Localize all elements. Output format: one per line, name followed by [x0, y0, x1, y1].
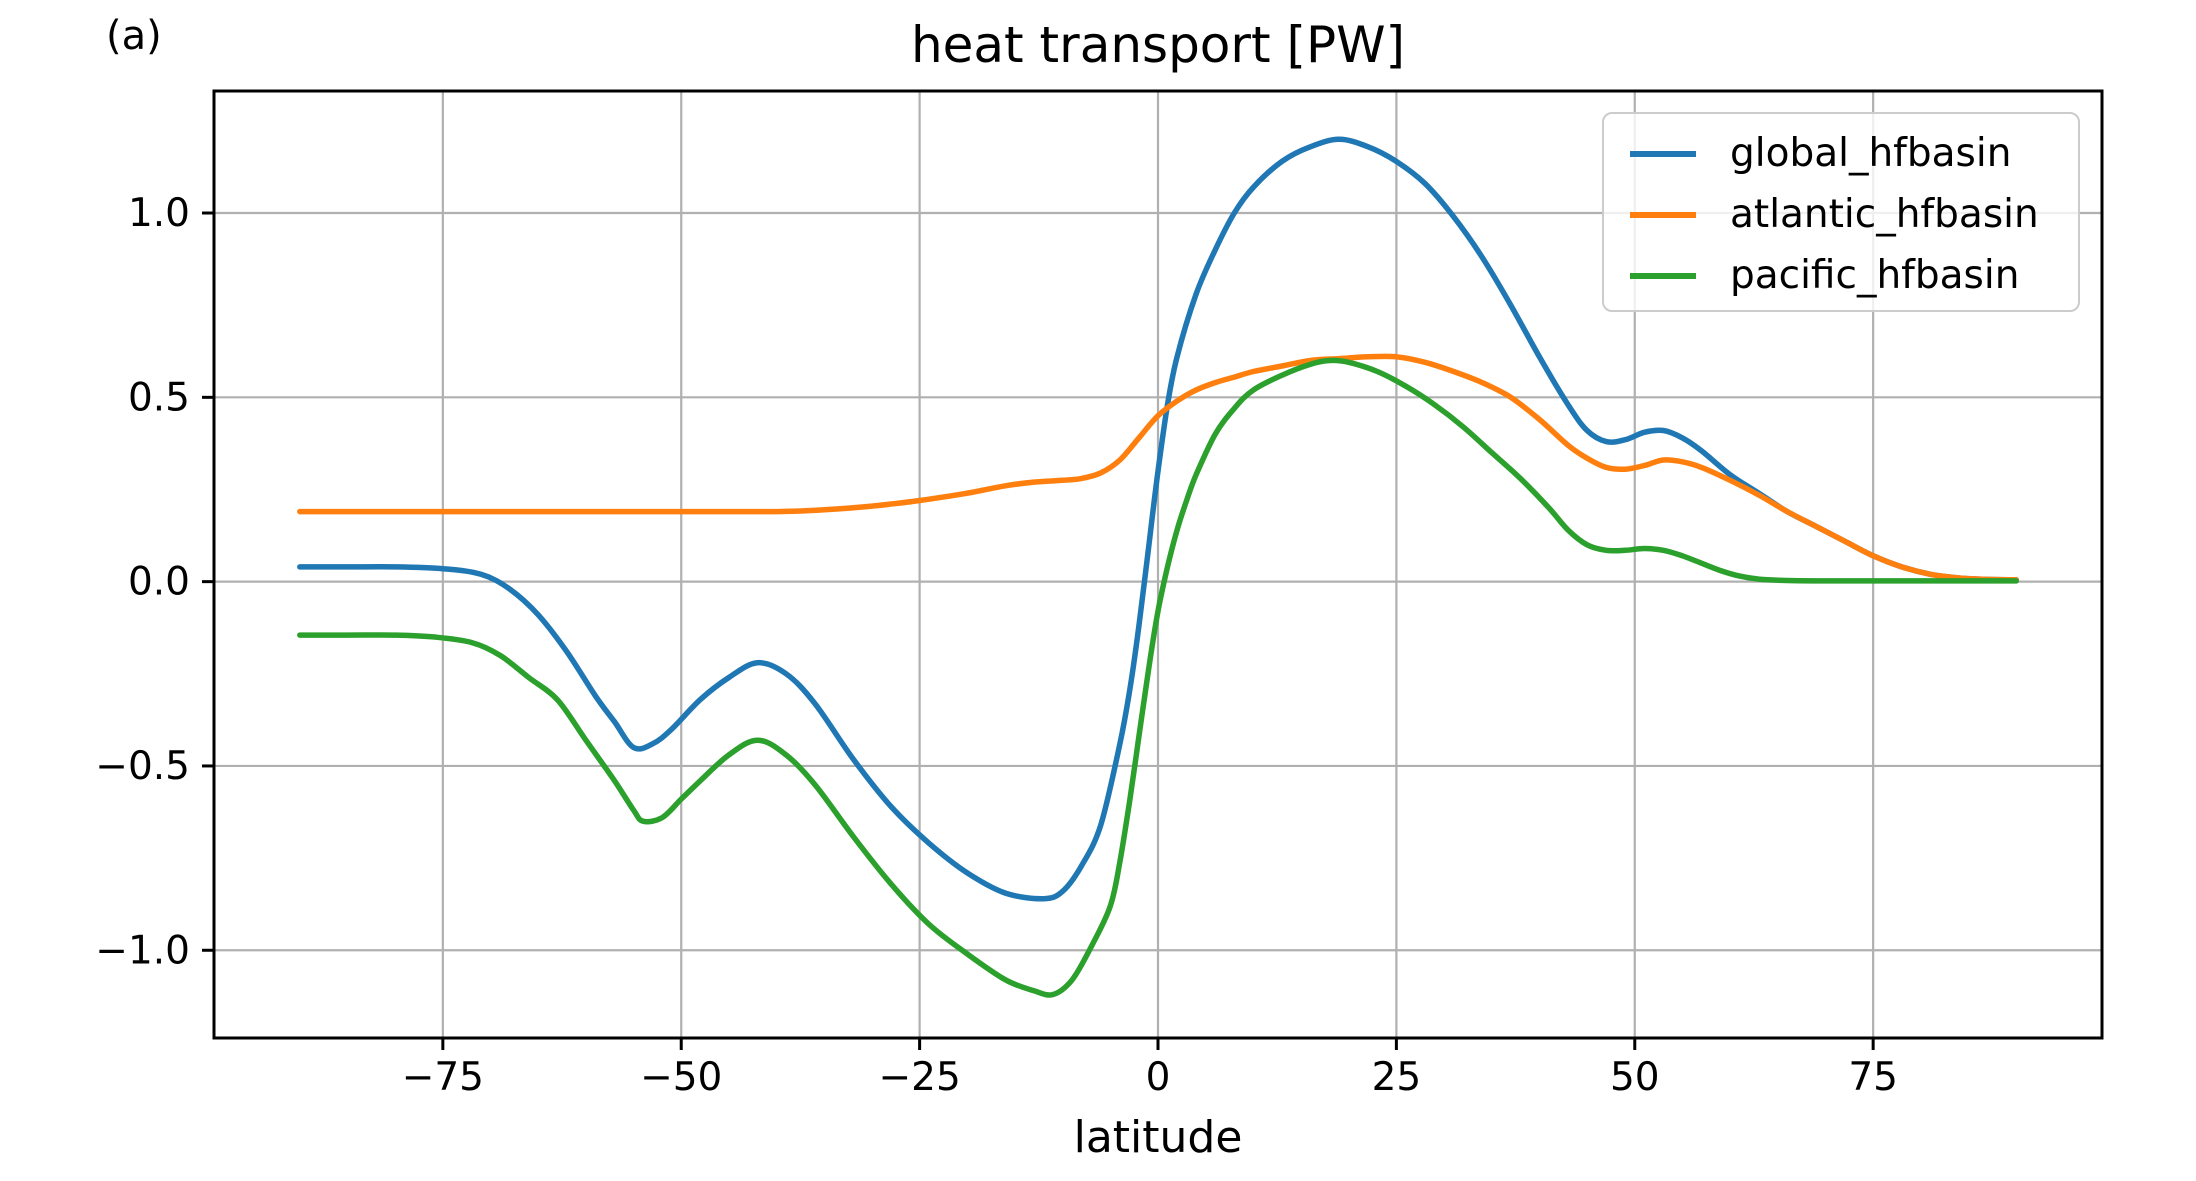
y-tick-label: −0.5 — [95, 744, 190, 789]
legend-entry-pacific_hfbasin: pacific_hfbasin — [1604, 245, 2078, 306]
x-axis-label: latitude — [1073, 1112, 1243, 1163]
legend-line-swatch — [1630, 211, 1696, 218]
y-tick-label: 1.0 — [128, 191, 190, 236]
x-tick-label: −25 — [878, 1055, 960, 1100]
y-tick-label: 0.0 — [128, 560, 190, 605]
legend-line-swatch — [1630, 272, 1696, 279]
series-line-pacific_hfbasin — [297, 357, 2019, 998]
y-tick-label: 0.5 — [128, 375, 190, 420]
legend-line-swatch — [1630, 150, 1696, 157]
panel-label: (a) — [106, 13, 162, 59]
series-line-global_hfbasin — [297, 136, 2019, 902]
y-tick-label: −1.0 — [95, 928, 190, 973]
x-tick-label: 0 — [1146, 1055, 1171, 1100]
axes-spines — [212, 89, 2104, 1040]
chart-title: heat transport [PW] — [910, 16, 1406, 74]
x-tick-label: −75 — [402, 1055, 484, 1100]
legend-entry-atlantic_hfbasin: atlantic_hfbasin — [1604, 184, 2078, 245]
x-tick-label: 25 — [1372, 1055, 1422, 1100]
legend: global_hfbasin atlantic_hfbasin pacific_hf… — [1602, 112, 2080, 312]
x-tick-label: −50 — [640, 1055, 722, 1100]
legend-label: pacific_hfbasin — [1730, 253, 2020, 298]
legend-label: atlantic_hfbasin — [1730, 192, 2039, 237]
legend-entry-global_hfbasin: global_hfbasin — [1604, 123, 2078, 184]
legend-label: global_hfbasin — [1730, 131, 2012, 176]
x-tick-label: 50 — [1610, 1055, 1660, 1100]
x-tick-label: 75 — [1848, 1055, 1898, 1100]
